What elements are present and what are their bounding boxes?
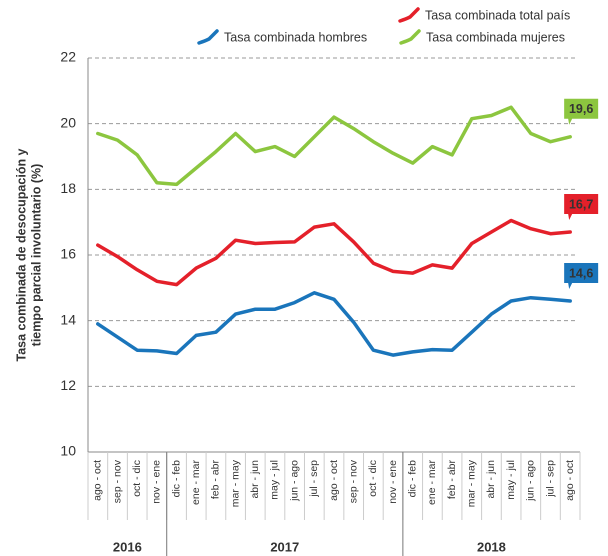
x-tick-label: sep - nov bbox=[111, 459, 123, 503]
series-line bbox=[96, 291, 572, 357]
x-tick-label: nov - ene bbox=[151, 460, 163, 504]
x-tick-label: dic - feb bbox=[170, 460, 182, 498]
y-tick-label: 20 bbox=[60, 114, 76, 130]
legend-label: Tasa combinada mujeres bbox=[426, 30, 565, 44]
y-tick-label: 22 bbox=[60, 49, 76, 65]
x-tick-label: mar - may bbox=[466, 459, 478, 507]
group-label: 2018 bbox=[477, 539, 506, 554]
x-tick-label: sep - nov bbox=[347, 459, 359, 503]
x-tick-label: oct - dic bbox=[131, 460, 143, 497]
x-tick-label: ago - oct bbox=[564, 460, 576, 501]
x-tick-label: may - jul bbox=[269, 460, 281, 500]
legend-label: Tasa combinada hombres bbox=[224, 30, 367, 44]
y-tick-label: 10 bbox=[60, 443, 76, 459]
x-tick-label: ago - oct bbox=[92, 460, 104, 501]
x-tick-label: jul - sep bbox=[544, 460, 556, 498]
x-tick-label: ene - mar bbox=[190, 460, 202, 505]
x-tick-label: dic - feb bbox=[407, 460, 419, 498]
y-tick-label: 14 bbox=[60, 311, 76, 327]
x-tick-label: abr - jun bbox=[485, 460, 497, 499]
x-tick-label: abr - jun bbox=[249, 460, 261, 499]
y-tick-label: 16 bbox=[60, 246, 76, 262]
legend-label: Tasa combinada total país bbox=[425, 8, 570, 22]
series-line bbox=[96, 218, 572, 287]
y-axis-label: Tasa combinada de desocupación y bbox=[14, 148, 28, 361]
x-tick-label: may - jul bbox=[505, 460, 517, 500]
legend-swatch bbox=[398, 7, 420, 23]
value-label-box bbox=[564, 194, 599, 221]
series-line bbox=[96, 105, 572, 187]
value-label-box bbox=[564, 262, 599, 289]
y-axis-label: tiempo parcial involuntario (%) bbox=[29, 164, 43, 347]
x-tick-label: feb - abr bbox=[210, 460, 222, 500]
value-label: 16,7 bbox=[569, 197, 593, 211]
x-tick-label: feb - abr bbox=[446, 460, 458, 500]
value-label: 14,6 bbox=[569, 266, 593, 280]
x-tick-label: nov - ene bbox=[387, 460, 399, 504]
x-tick-label: jul - sep bbox=[308, 460, 320, 498]
x-tick-label: jun - ago bbox=[525, 460, 537, 502]
group-label: 2016 bbox=[113, 539, 142, 554]
value-label: 19,6 bbox=[569, 102, 593, 116]
x-tick-label: mar - may bbox=[229, 459, 241, 507]
x-tick-label: ene - mar bbox=[426, 460, 438, 505]
x-tick-label: ago - oct bbox=[328, 460, 340, 501]
group-label: 2017 bbox=[270, 539, 299, 554]
x-tick-label: jun - ago bbox=[288, 460, 300, 502]
value-label-box bbox=[564, 98, 599, 125]
y-tick-label: 12 bbox=[60, 377, 76, 393]
legend-swatch bbox=[399, 29, 421, 45]
legend-swatch bbox=[197, 29, 219, 45]
y-tick-label: 18 bbox=[60, 180, 76, 196]
x-tick-label: oct - dic bbox=[367, 460, 379, 497]
